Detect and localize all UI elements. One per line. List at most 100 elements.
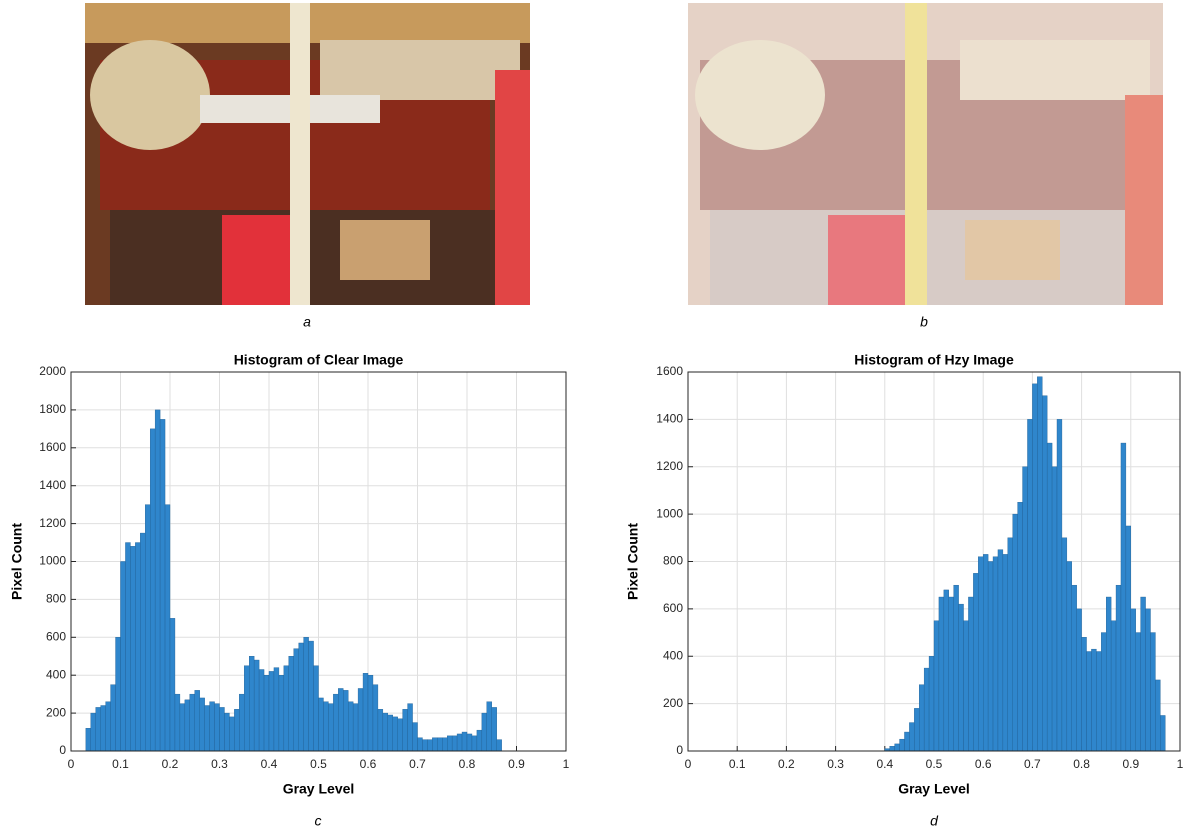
x-axis-label: Gray Level [898, 781, 970, 797]
bar [254, 660, 259, 751]
bar [1155, 680, 1160, 751]
bar [323, 702, 328, 751]
bar [294, 649, 299, 751]
bar [895, 744, 900, 751]
y-tick-label: 1800 [39, 402, 66, 416]
bar [1023, 467, 1028, 751]
bar [1160, 715, 1165, 751]
bar [319, 698, 324, 751]
bar [175, 694, 180, 751]
bar [1072, 585, 1077, 751]
y-tick-label: 800 [663, 554, 683, 568]
bar [1018, 502, 1023, 751]
bar [86, 728, 91, 751]
bar [447, 736, 452, 751]
x-tick-label: 0.4 [876, 757, 893, 771]
bar [934, 621, 939, 751]
bar [274, 668, 279, 751]
bar [116, 637, 121, 751]
bar [998, 550, 1003, 751]
bar [1047, 443, 1052, 751]
bar [432, 738, 437, 751]
bar [145, 505, 150, 751]
bar [1008, 538, 1013, 751]
bar [1057, 419, 1062, 751]
x-tick-label: 0 [68, 757, 75, 771]
y-tick-label: 1600 [656, 364, 683, 378]
bar [418, 738, 423, 751]
bar [900, 739, 905, 751]
y-tick-label: 600 [46, 629, 66, 643]
x-tick-label: 0.7 [1024, 757, 1041, 771]
x-tick-label: 0.8 [1073, 757, 1090, 771]
bar [968, 597, 973, 751]
bar [205, 706, 210, 751]
x-tick-label: 0.8 [459, 757, 476, 771]
y-tick-label: 0 [676, 743, 683, 757]
x-tick-label: 0.1 [729, 757, 746, 771]
bar [472, 736, 477, 751]
caption: c [315, 813, 322, 829]
bar [160, 419, 165, 751]
bar [909, 723, 914, 751]
bar [91, 713, 96, 751]
bar [1126, 526, 1131, 751]
bar [1146, 609, 1151, 751]
bar [929, 656, 934, 751]
bar [452, 736, 457, 751]
bar [170, 618, 175, 751]
bar [185, 700, 190, 751]
bar [467, 734, 472, 751]
x-tick-label: 0.6 [360, 757, 377, 771]
bar [492, 707, 497, 751]
x-tick-label: 0.4 [261, 757, 278, 771]
bar [314, 666, 319, 751]
y-tick-label: 200 [663, 696, 683, 710]
bar [408, 704, 413, 751]
bar [413, 723, 418, 751]
chart-title: Histogram of Clear Image [234, 352, 404, 368]
bar [304, 637, 309, 751]
x-tick-label: 0.2 [162, 757, 179, 771]
bar [388, 715, 393, 751]
bar [398, 719, 403, 751]
bar [1111, 621, 1116, 751]
bar [437, 738, 442, 751]
bar [1032, 384, 1037, 751]
bar [919, 685, 924, 751]
bar [328, 704, 333, 751]
y-tick-label: 1200 [656, 459, 683, 473]
bar [1013, 514, 1018, 751]
bar [195, 690, 200, 751]
bar [462, 732, 467, 751]
bar [348, 702, 353, 751]
y-tick-label: 1400 [39, 478, 66, 492]
bar [924, 668, 929, 751]
bar [279, 675, 284, 751]
bar [978, 557, 983, 751]
bar [1067, 562, 1072, 752]
bar [106, 702, 111, 751]
bar [215, 704, 220, 751]
bar [200, 698, 205, 751]
bar [135, 543, 140, 751]
x-tick-label: 0.5 [926, 757, 943, 771]
y-tick-label: 1000 [656, 506, 683, 520]
bar [130, 546, 135, 751]
bar [284, 666, 289, 751]
x-tick-label: 1 [1177, 757, 1184, 771]
bar [378, 709, 383, 751]
bar [949, 597, 954, 751]
bar [180, 704, 185, 751]
bar [427, 740, 432, 751]
bar [422, 740, 427, 751]
bar [487, 702, 492, 751]
bar [259, 670, 264, 751]
bar [343, 690, 348, 751]
bar [383, 713, 388, 751]
bar [264, 675, 269, 751]
bar [988, 562, 993, 752]
bar [1042, 396, 1047, 751]
bar [338, 688, 343, 751]
bar [125, 543, 130, 751]
